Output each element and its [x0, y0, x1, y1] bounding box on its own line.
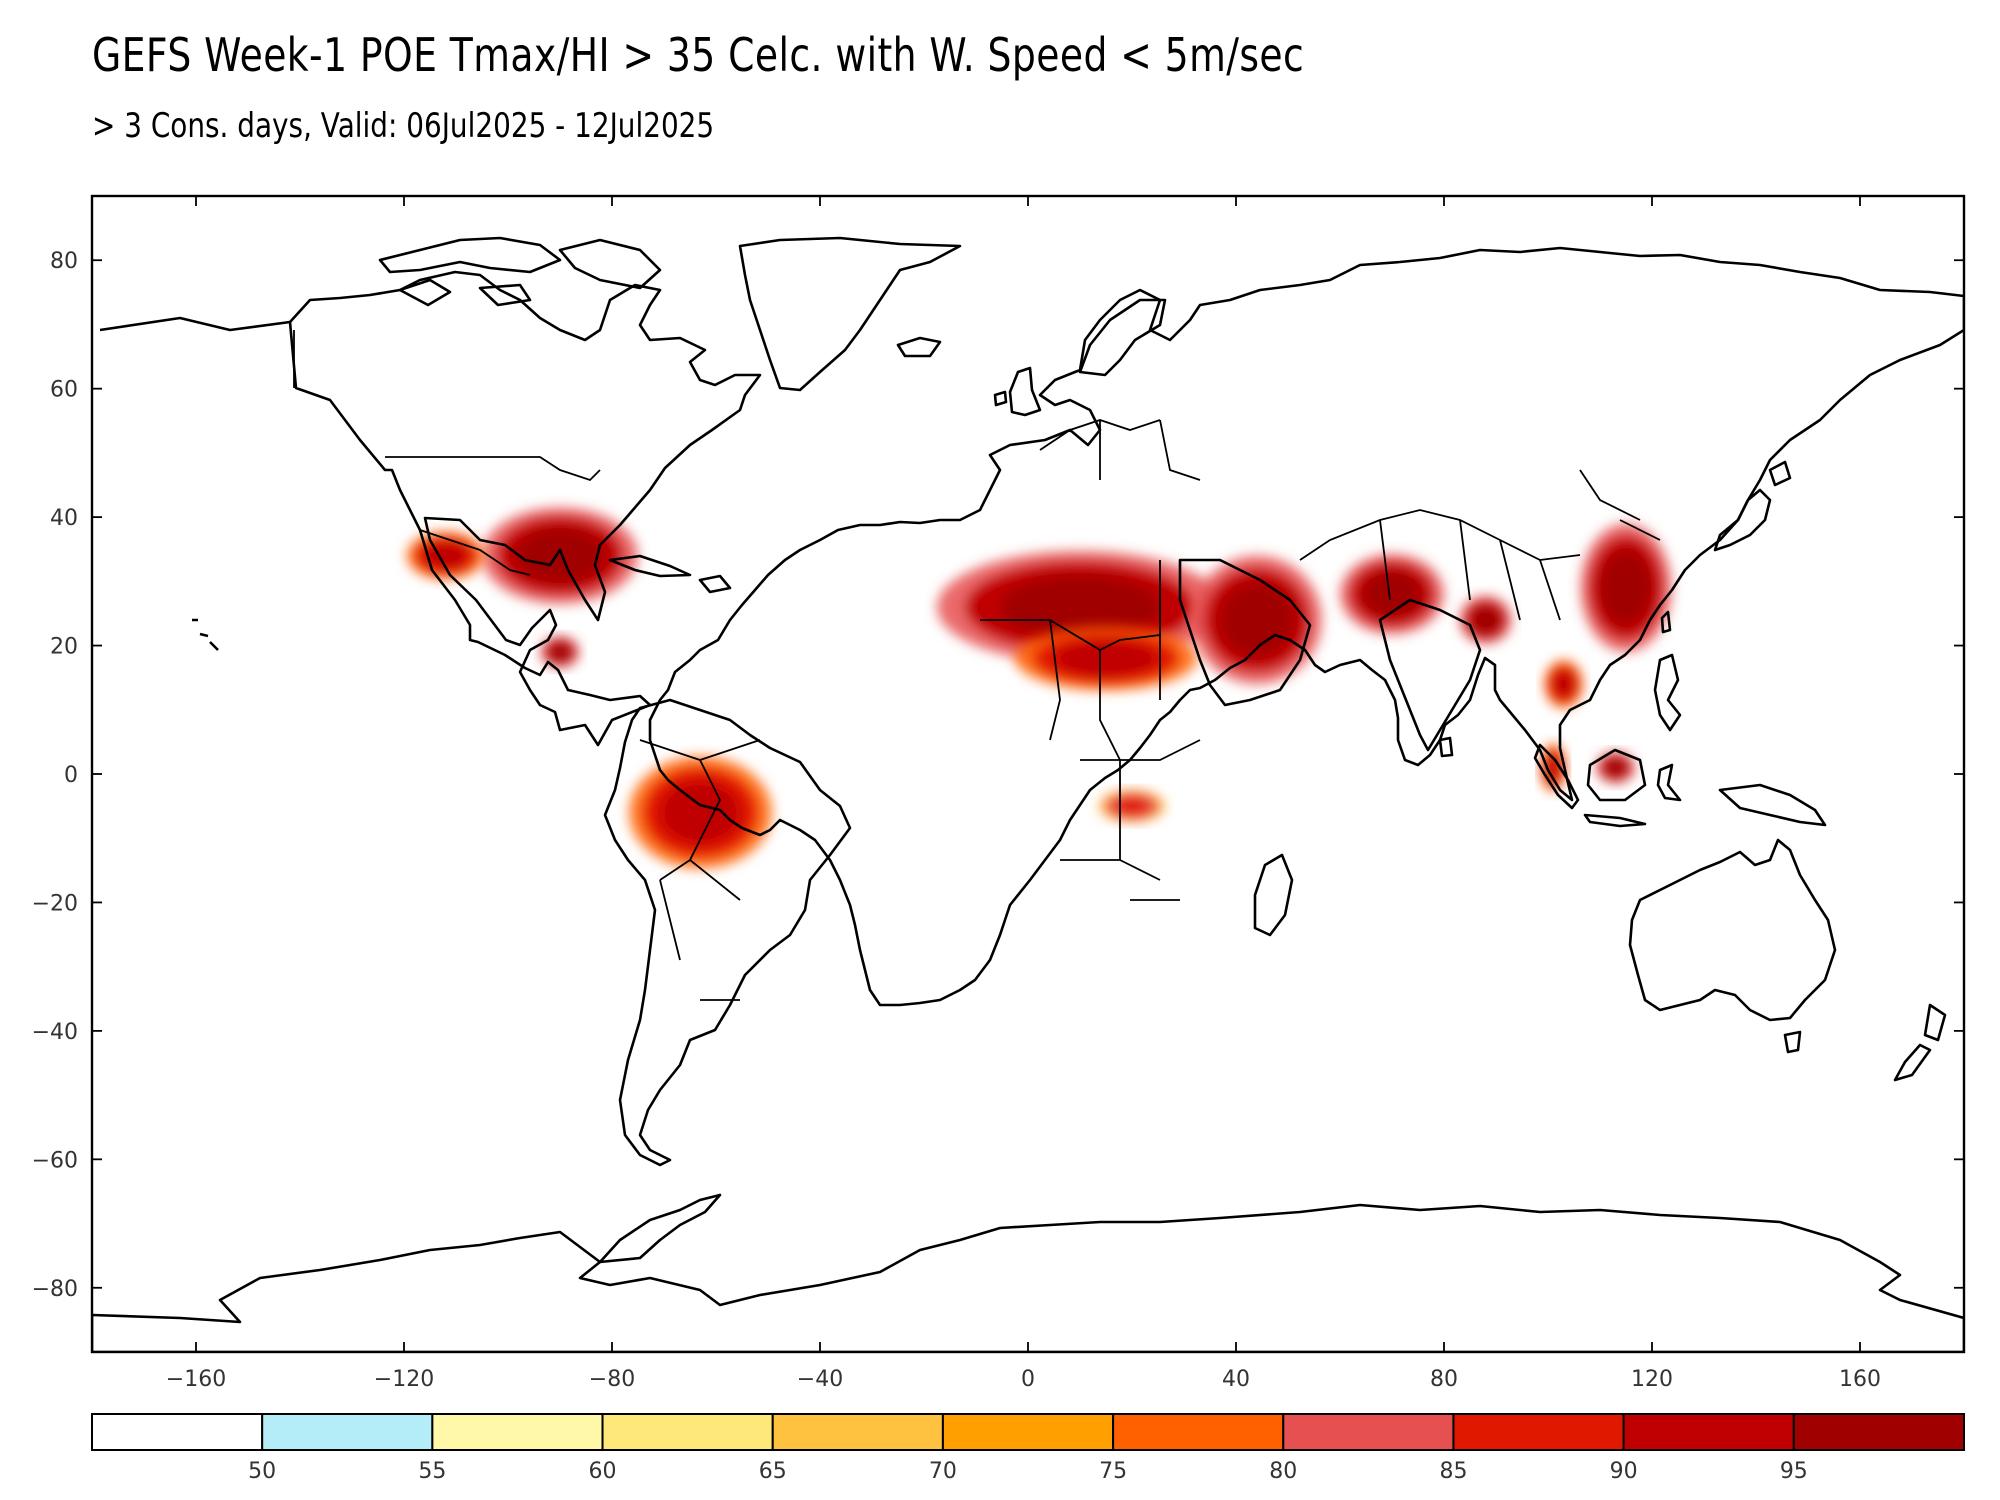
hotspot-5 — [1015, 626, 1197, 691]
hotspot-3 — [628, 756, 772, 869]
south-america-borders — [639, 739, 761, 1001]
lat-tick-label: 60 — [50, 378, 78, 403]
map-background — [92, 196, 1964, 1352]
hotspot-12 — [1596, 751, 1636, 784]
hotspot-8 — [1459, 595, 1512, 644]
us-canada-border — [293, 330, 601, 482]
hotspot-10 — [1099, 790, 1165, 823]
eurasia-outline — [648, 246, 1964, 1007]
lon-tick-label: −80 — [589, 1367, 635, 1392]
sumatra-outline — [1533, 743, 1580, 810]
new-guinea-outline — [1718, 783, 1827, 827]
madagascar-outline — [1253, 853, 1294, 937]
hotspot-7 — [1340, 554, 1444, 635]
colorbar-swatch — [941, 1413, 1115, 1451]
hotspot-9 — [1580, 523, 1672, 652]
lon-tick-label: 0 — [1021, 1367, 1035, 1392]
colorbar-swatch — [261, 1413, 434, 1451]
colorbar-label: 50 — [248, 1459, 276, 1484]
hotspot-11 — [1544, 660, 1584, 709]
australia-outline — [1628, 838, 1837, 1022]
colorbar-swatch — [1622, 1413, 1795, 1451]
lat-tick-label: 40 — [50, 506, 78, 531]
philippines-outline — [1653, 653, 1682, 732]
lon-tick-label: −120 — [374, 1367, 434, 1392]
colorbar: 50 55 60 65 70 75 80 85 90 95 — [91, 1413, 1966, 1484]
scandinavia-outline — [1078, 298, 1167, 377]
new-zealand-outline — [1893, 1003, 1947, 1082]
colorbar-label: 75 — [1099, 1459, 1127, 1484]
coastlines — [92, 236, 1964, 1352]
lat-tick-label: 20 — [50, 635, 78, 660]
colorbar-label: 95 — [1780, 1459, 1808, 1484]
lon-tick-label: −160 — [166, 1367, 226, 1392]
south-america-outline — [603, 698, 852, 1167]
country-borders — [293, 330, 1661, 1001]
colorbar-swatch — [771, 1413, 944, 1451]
colorbar-label: 70 — [929, 1459, 957, 1484]
asia-borders — [1299, 469, 1661, 621]
borneo-outline — [1586, 748, 1647, 802]
probability-shading — [406, 507, 1672, 869]
us-mexico-border — [419, 529, 531, 576]
hispaniola-outline — [698, 574, 732, 594]
colorbar-label: 65 — [759, 1459, 787, 1484]
greenland-outline — [738, 236, 962, 392]
java-outline — [1583, 813, 1647, 828]
colorbar-label: 85 — [1439, 1459, 1467, 1484]
lat-tick-label: 80 — [50, 249, 78, 274]
europe-borders — [1039, 419, 1201, 481]
colorbar-label: 90 — [1610, 1459, 1638, 1484]
sri-lanka-outline — [1438, 736, 1454, 758]
cuba-outline — [608, 554, 692, 578]
hotspot-2 — [540, 635, 580, 669]
antarctica-outline — [92, 1203, 1964, 1352]
lat-tick-label: −40 — [32, 1020, 78, 1045]
latitude-axis: 80 60 40 20 0 −20 −40 −60 −80 — [32, 249, 1964, 1302]
hawaii-islands — [192, 618, 219, 651]
iceland-outline — [896, 336, 942, 358]
lon-tick-label: −40 — [797, 1367, 843, 1392]
hotspot-0 — [482, 507, 638, 604]
lat-tick-label: −60 — [32, 1148, 78, 1173]
africa-borders — [980, 560, 1201, 901]
colorbar-swatch — [1792, 1413, 1966, 1451]
tasmania-outline — [1783, 1030, 1802, 1054]
colorbar-swatch — [601, 1413, 774, 1451]
colorbar-swatch — [431, 1413, 604, 1451]
japan-outline — [1713, 460, 1792, 552]
map-subtitle: > 3 Cons. days, Valid: 06Jul2025 - 12Jul… — [92, 106, 715, 146]
uk-outline — [993, 366, 1042, 417]
colorbar-swatch — [1112, 1413, 1285, 1451]
map-title: GEFS Week-1 POE Tmax/HI > 35 Celc. with … — [92, 28, 1305, 82]
lat-tick-label: 0 — [64, 763, 78, 788]
colorbar-swatch — [91, 1413, 264, 1451]
colorbar-label: 55 — [418, 1459, 446, 1484]
colorbar-swatch — [1452, 1413, 1625, 1451]
hotspot-6 — [1191, 555, 1322, 685]
colorbar-label: 80 — [1269, 1459, 1297, 1484]
taiwan-outline — [1660, 610, 1672, 634]
lon-tick-label: 80 — [1430, 1367, 1458, 1392]
lat-tick-label: −80 — [32, 1277, 78, 1302]
sulawesi-outline — [1656, 763, 1682, 802]
colorbar-label: 60 — [589, 1459, 617, 1484]
lon-tick-label: 160 — [1839, 1367, 1881, 1392]
north-america-outline — [99, 270, 762, 747]
colorbar-swatch — [1282, 1413, 1455, 1451]
longitude-axis: −160 −120 −80 −40 0 40 80 120 160 — [166, 196, 1881, 1392]
lat-tick-label: −20 — [32, 891, 78, 916]
arctic-islands — [378, 236, 662, 307]
india-outline — [1378, 598, 1482, 752]
arabia-outline — [1178, 558, 1312, 707]
lon-tick-label: 40 — [1222, 1367, 1250, 1392]
antarctic-peninsula-outline — [598, 1193, 722, 1264]
lon-tick-label: 120 — [1631, 1367, 1673, 1392]
